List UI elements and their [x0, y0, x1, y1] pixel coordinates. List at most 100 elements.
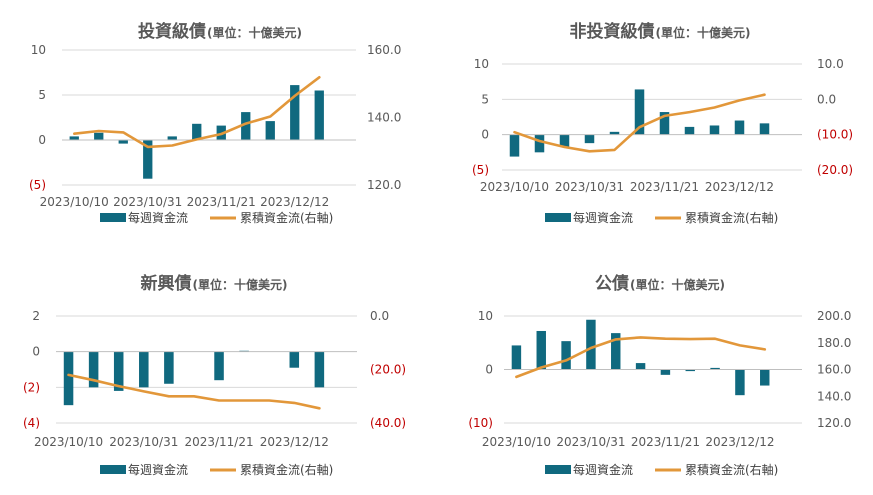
flow-bar	[684, 126, 695, 135]
chart-3: 新興債(單位：十億美元) 2 0 (2) (4) 0.0 (20.0) (40.0) 2023/…	[23, 273, 406, 477]
flow-bar	[214, 351, 224, 381]
x-tick-label: 2023/10/10	[480, 180, 549, 194]
chart-title: 新興債(單位：十億美元)	[141, 273, 288, 294]
flow-bar	[659, 112, 670, 135]
right-tick-label: (20.0)	[817, 163, 853, 177]
flow-bar	[660, 369, 671, 375]
flow-bar	[113, 351, 124, 391]
flow-bar	[265, 121, 275, 140]
flow-bar	[609, 131, 620, 135]
left-tick-label: 0	[485, 363, 493, 377]
right-tick-label: 140.0	[817, 389, 851, 403]
x-tick-label: 2023/11/21	[630, 180, 699, 194]
right-tick-label: 0.0	[370, 309, 389, 323]
legend-swatch-bar	[545, 213, 571, 222]
flow-bar	[241, 112, 251, 140]
chart-title: 非投資級債(單位：十億美元)	[570, 21, 751, 42]
x-tick-label: 2023/12/12	[260, 435, 329, 449]
flow-bar	[509, 134, 520, 157]
legend: 每週資金流 累積資金流(右軸)	[100, 210, 333, 225]
flow-bar	[289, 351, 300, 368]
x-tick-label: 2023/10/10	[40, 195, 109, 209]
x-tick-label: 2023/10/31	[555, 180, 624, 194]
flow-bar	[759, 123, 770, 135]
cumulative-line	[513, 93, 766, 153]
right-tick-label: 0.0	[817, 92, 836, 106]
right-tick-label: 120.0	[817, 416, 851, 430]
x-tick-label: 2023/12/12	[705, 435, 774, 449]
flow-bar	[534, 134, 545, 153]
legend: 每週資金流 累積資金流(右軸)	[100, 462, 333, 477]
flow-bar	[611, 333, 621, 370]
right-tick-label: (40.0)	[370, 416, 406, 430]
legend-swatch-bar	[100, 213, 126, 222]
flow-bar	[635, 363, 646, 370]
flow-bar	[69, 136, 79, 140]
chart-title-main: 投資級債	[138, 21, 206, 42]
right-tick-label: 180.0	[817, 336, 851, 350]
flow-bar	[709, 125, 720, 135]
flow-bar	[734, 120, 745, 135]
right-tick-label: (20.0)	[370, 363, 406, 377]
right-tick-label: (10.0)	[817, 128, 853, 142]
flow-bar	[634, 89, 645, 135]
flow-bar	[88, 351, 99, 388]
flow-bar	[536, 330, 546, 370]
flow-bar	[63, 351, 74, 406]
flow-bar	[586, 319, 596, 370]
legend-label-bar: 每週資金流	[128, 210, 188, 225]
x-tick-label: 2023/12/12	[705, 180, 774, 194]
legend-label-bar: 每週資金流	[128, 462, 188, 477]
flow-bar	[314, 351, 325, 388]
x-tick-label: 2023/10/10	[34, 435, 103, 449]
flow-bar	[561, 341, 571, 370]
right-tick-label: 120.0	[367, 178, 401, 192]
flow-bar	[710, 367, 720, 370]
flow-bar	[760, 369, 770, 386]
legend-label-bar: 每週資金流	[573, 210, 633, 225]
chart-4: 公債(單位：十億美元) 10 0 (10) 200.0 180.0 160.0 140.0 12…	[468, 273, 851, 477]
legend-label-line: 累積資金流(右軸)	[685, 210, 778, 225]
chart-title-unit: (單位：十億美元)	[630, 277, 725, 292]
x-tick-label: 2023/11/21	[631, 435, 700, 449]
legend-label-line: 累積資金流(右軸)	[240, 462, 333, 477]
right-tick-label: 140.0	[367, 111, 401, 125]
left-tick-label: 0	[481, 128, 489, 142]
flow-bar	[685, 369, 695, 372]
flow-bar	[192, 123, 202, 140]
chart-1: 投資級債(單位：十億美元) 10 5 0 (5) 160.0 140.0 120.0 2023/…	[29, 21, 401, 225]
cumulative-line	[515, 336, 767, 379]
flow-bar	[143, 140, 153, 179]
legend: 每週資金流 累積資金流(右軸)	[545, 462, 778, 477]
legend-label-line: 累積資金流(右軸)	[685, 462, 778, 477]
x-tick-label: 2023/10/31	[109, 435, 178, 449]
flow-bar	[314, 90, 324, 140]
chart-title-unit: (單位：十億美元)	[207, 25, 302, 40]
chart-title-main: 新興債	[141, 273, 192, 294]
flow-bar	[118, 140, 128, 144]
flow-bar	[584, 134, 595, 144]
flow-bar	[735, 369, 745, 396]
left-tick-label: 10	[474, 57, 489, 71]
left-tick-label: 10	[478, 309, 493, 323]
cumulative-line	[67, 373, 321, 410]
legend-label-line: 累積資金流(右軸)	[240, 210, 333, 225]
chart-title: 投資級債(單位：十億美元)	[138, 21, 302, 42]
flow-bar	[94, 132, 104, 140]
legend-label-bar: 每週資金流	[573, 462, 633, 477]
left-tick-label: (10)	[468, 416, 493, 430]
left-tick-label: (4)	[23, 416, 40, 430]
x-tick-label: 2023/11/21	[187, 195, 256, 209]
left-tick-label: (5)	[29, 178, 46, 192]
left-tick-label: (2)	[23, 380, 40, 394]
x-tick-label: 2023/10/31	[556, 435, 625, 449]
chart-title-unit: (單位：十億美元)	[656, 25, 751, 40]
right-tick-label: 160.0	[817, 363, 851, 377]
x-tick-label: 2023/10/31	[113, 195, 182, 209]
chart-title: 公債(單位：十億美元)	[595, 273, 725, 294]
x-tick-label: 2023/12/12	[260, 195, 329, 209]
cumulative-line	[73, 76, 321, 149]
x-tick-label: 2023/11/21	[184, 435, 253, 449]
